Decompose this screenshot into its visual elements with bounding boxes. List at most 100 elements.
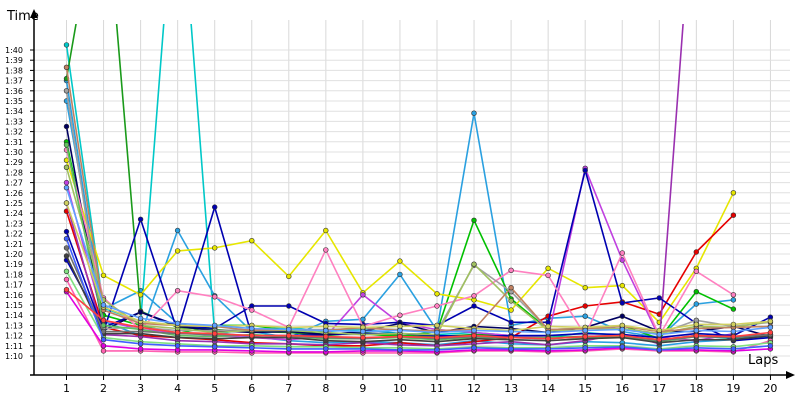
- data-point: [360, 334, 366, 341]
- data-point: [545, 329, 551, 336]
- data-point: [63, 88, 70, 94]
- data-point: [656, 347, 662, 353]
- data-point: [397, 258, 403, 264]
- data-point: [212, 322, 218, 329]
- x-tick-label: 17: [652, 382, 666, 395]
- data-point: [323, 346, 329, 352]
- x-tick-label: 14: [541, 382, 555, 395]
- data-point: [767, 343, 774, 349]
- data-point: [63, 179, 70, 186]
- data-point: [434, 291, 440, 297]
- y-tick-label: 1:26: [5, 189, 23, 198]
- data-point: [508, 346, 514, 352]
- series-line: [65, 167, 771, 336]
- x-tick-label: 12: [467, 382, 481, 395]
- y-tick-label: 1:35: [5, 97, 23, 106]
- data-point: [63, 276, 70, 283]
- data-point: [174, 227, 181, 234]
- data-point: [434, 329, 440, 336]
- data-point: [397, 333, 403, 340]
- data-point: [767, 329, 774, 336]
- x-tick-label: 16: [615, 382, 629, 395]
- y-tick-label: 1:14: [5, 311, 23, 320]
- data-point: [693, 289, 699, 295]
- data-point: [434, 347, 440, 353]
- data-point: [286, 326, 292, 333]
- data-point: [212, 245, 218, 251]
- data-point: [174, 329, 181, 336]
- x-tick-label: 5: [211, 382, 218, 395]
- x-tick-label: 18: [689, 382, 703, 395]
- y-tick-label: 1:37: [5, 77, 23, 86]
- data-point: [63, 253, 70, 259]
- data-point: [582, 303, 588, 309]
- data-point: [730, 333, 737, 340]
- data-point: [137, 315, 144, 321]
- data-point: [730, 297, 737, 303]
- x-tick-label: 1: [63, 382, 70, 395]
- y-tick-label: 1:25: [5, 199, 23, 208]
- y-tick-label: 1:16: [5, 291, 23, 300]
- data-point: [508, 267, 514, 273]
- y-tick-label: 1:31: [5, 138, 23, 147]
- data-point: [693, 332, 699, 339]
- data-point: [63, 200, 70, 206]
- data-point: [212, 344, 218, 350]
- data-point: [323, 227, 329, 234]
- y-tick-label: 1:29: [5, 158, 23, 167]
- data-point: [434, 322, 440, 329]
- x-tick-label: 13: [504, 382, 518, 395]
- y-tick-label: 1:13: [5, 321, 23, 330]
- data-point: [471, 303, 477, 309]
- data-point: [397, 271, 403, 278]
- data-point: [360, 316, 366, 322]
- data-point: [286, 346, 292, 352]
- data-point: [508, 307, 514, 313]
- y-axis-title: Time: [6, 9, 39, 24]
- data-point: [582, 167, 588, 174]
- data-point: [249, 332, 255, 339]
- y-tick-label: 1:32: [5, 128, 23, 137]
- data-point: [619, 300, 625, 306]
- data-point: [174, 343, 181, 349]
- data-point: [730, 292, 737, 298]
- x-tick-label: 6: [248, 382, 255, 395]
- data-point: [582, 285, 588, 291]
- data-point: [249, 345, 255, 351]
- data-point: [730, 328, 737, 335]
- y-tick-label: 1:38: [5, 66, 23, 75]
- data-point: [619, 344, 625, 350]
- data-point: [693, 345, 699, 351]
- data-point: [323, 247, 329, 253]
- y-tick-label: 1:23: [5, 219, 23, 228]
- y-tick-labels: 1:101:111:12 1:131:141:151:161:17 1:181:19…: [5, 46, 34, 361]
- data-point: [471, 327, 477, 334]
- data-point: [545, 336, 551, 342]
- data-point: [471, 110, 477, 116]
- y-tick-label: 1:40: [5, 46, 23, 55]
- data-point: [508, 319, 514, 325]
- data-point: [730, 321, 737, 328]
- data-point: [174, 320, 181, 327]
- data-point: [63, 164, 70, 171]
- data-point: [63, 268, 70, 274]
- x-axis-title: Laps: [748, 353, 778, 368]
- data-point: [63, 245, 70, 251]
- data-point: [100, 317, 107, 323]
- data-point: [286, 332, 292, 339]
- data-point: [730, 190, 737, 196]
- y-tick-label: 1:19: [5, 260, 23, 269]
- series-line: [65, 289, 771, 341]
- data-point: [619, 282, 625, 289]
- data-point: [471, 293, 477, 299]
- data-point: [212, 294, 218, 300]
- data-point: [582, 333, 588, 340]
- data-point: [212, 204, 218, 210]
- data-point: [693, 327, 699, 334]
- data-point: [137, 292, 144, 298]
- data-point: [619, 250, 625, 256]
- data-point: [730, 212, 737, 218]
- data-point: [656, 331, 662, 338]
- y-tick-label: 1:12: [5, 332, 23, 341]
